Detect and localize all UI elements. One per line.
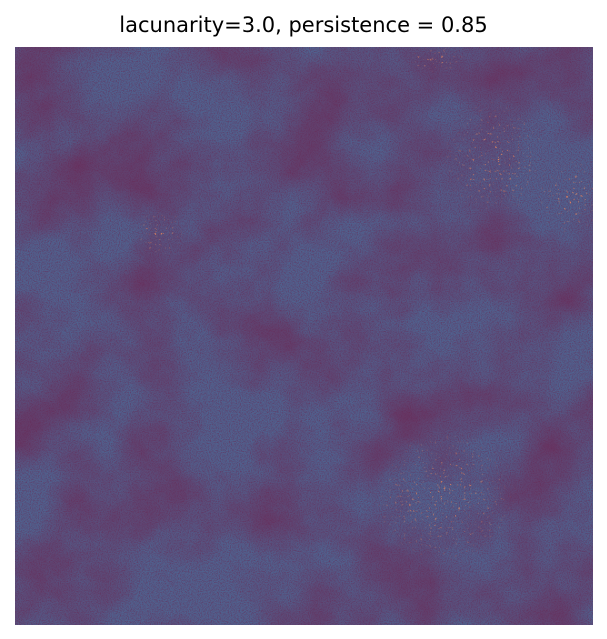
figure-title: lacunarity=3.0, persistence = 0.85 [119, 13, 488, 37]
spark-layer [15, 47, 593, 625]
noise-texture [15, 47, 593, 625]
noise-image [15, 47, 593, 625]
